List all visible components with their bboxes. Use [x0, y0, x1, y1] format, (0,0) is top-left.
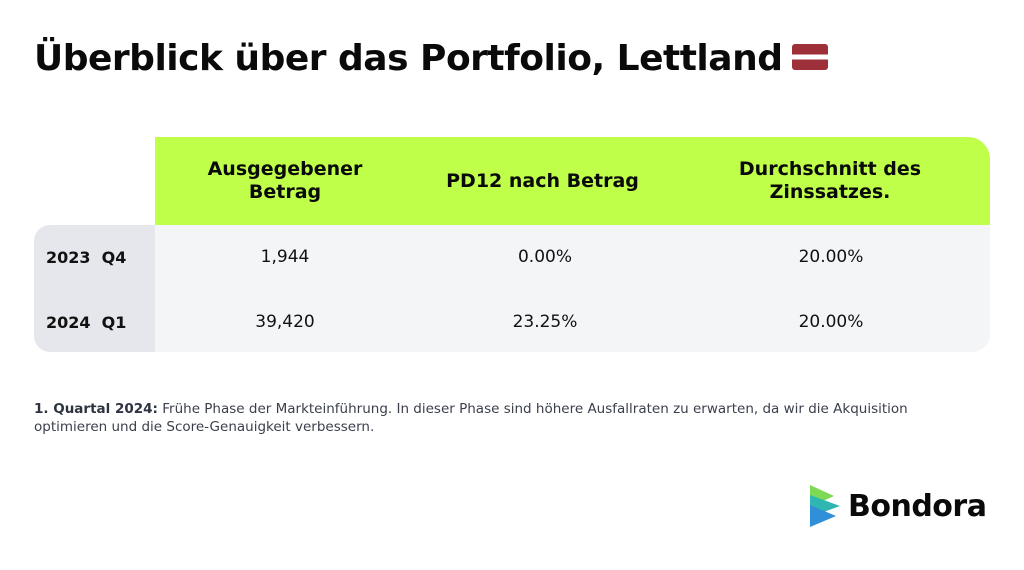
latvia-flag-icon [792, 44, 829, 70]
table-header [155, 137, 990, 225]
table-cell-avg-interest: 20.00% [798, 247, 864, 267]
row-header-column [34, 225, 155, 352]
table-cell-issued-amount: 39,420 [255, 312, 315, 332]
row-label: 2023 Q4 [46, 248, 127, 267]
footnote-label: 1. Quartal 2024: [34, 401, 158, 417]
bondora-logo-icon [810, 485, 840, 527]
table-cell-pd12: 0.00% [517, 247, 572, 267]
footnote-text: Frühe Phase der Markteinführung. In dies… [34, 401, 908, 435]
table-cell-avg-interest: 20.00% [798, 312, 864, 332]
column-header-avg-interest: Durchschnitt des Zinssatzes. [738, 158, 922, 203]
table-cell-issued-amount: 1,944 [260, 247, 310, 267]
column-header-pd12: PD12 nach Betrag [446, 169, 639, 192]
table-body [155, 225, 990, 352]
bondora-logo: Bondora [810, 485, 987, 527]
column-header-issued-amount: Ausgegebener Betrag [207, 158, 363, 203]
page-title: Überblick über das Portfolio, Lettland [34, 38, 829, 79]
row-label: 2024 Q1 [46, 313, 127, 332]
table-cell-pd12: 23.25% [512, 312, 578, 332]
footnote: 1. Quartal 2024: Frühe Phase der Marktei… [34, 400, 964, 436]
logo-text: Bondora [848, 488, 987, 524]
